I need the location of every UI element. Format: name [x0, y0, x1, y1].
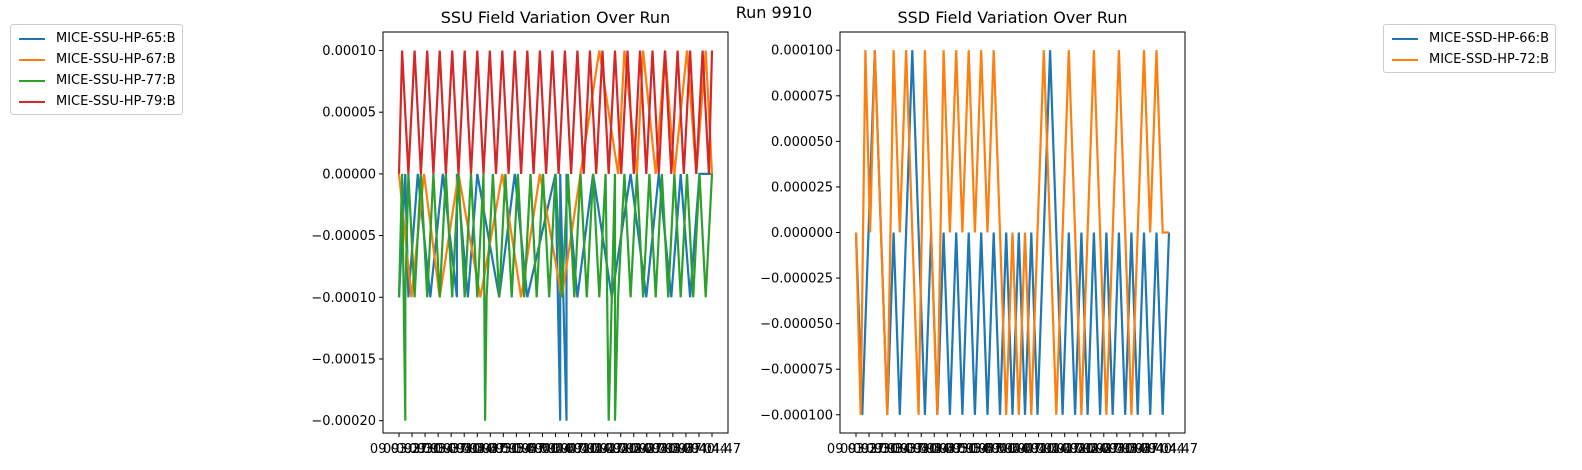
x-tick-label: 09 04:47 — [683, 442, 741, 457]
chart-title: SSD Field Variation Over Run — [897, 8, 1127, 27]
x-tick-label: 09 03:44 — [892, 442, 950, 457]
x-tick-label: 09 03:27 — [370, 442, 428, 457]
x-tick-label: 09 03:37 — [866, 442, 924, 457]
ssu-legend: MICE-SSU-HP-65:B MICE-SSU-HP-67:B MICE-SSU… — [10, 24, 183, 115]
legend-entry: MICE-SSD-HP-66:B — [1392, 28, 1549, 49]
legend-entry: MICE-SSD-HP-72:B — [1392, 49, 1549, 70]
series-line-2 — [397, 173, 714, 421]
series-line-1 — [854, 50, 1169, 415]
x-tick-label: 09 04:34 — [631, 442, 689, 457]
x-tick-label: 09 04:24 — [592, 442, 650, 457]
x-tick-label: 09 04:20 — [579, 442, 637, 457]
x-tick-label: 09 04:27 — [1062, 442, 1120, 457]
x-tick-label: 09 04:10 — [539, 442, 597, 457]
y-tick-label: −0.00020 — [311, 414, 376, 429]
legend-entry: MICE-SSU-HP-67:B — [19, 49, 176, 70]
legend-label: MICE-SSU-HP-79:B — [56, 94, 176, 109]
x-tick-label: 09 04:47 — [1140, 442, 1198, 457]
x-tick-label: 09 03:50 — [461, 442, 519, 457]
x-tick-label: 09 04:00 — [500, 442, 558, 457]
y-tick-label: 0.000075 — [771, 89, 833, 104]
y-tick-label: 0.000025 — [771, 180, 833, 195]
x-tick-label: 09 04:17 — [566, 442, 624, 457]
y-tick-label: −0.00005 — [311, 229, 376, 244]
y-tick-label: 0.000050 — [771, 135, 833, 150]
x-tick-label: 09 03:27 — [827, 442, 885, 457]
x-tick-label: 09 03:34 — [396, 442, 454, 457]
x-tick-label: 09 04:27 — [605, 442, 663, 457]
y-tick-label: −0.00010 — [311, 291, 376, 306]
x-tick-label: 09 04:07 — [983, 442, 1041, 457]
legend-swatch — [19, 37, 45, 40]
x-tick-label: 09 03:54 — [931, 442, 989, 457]
legend-swatch — [19, 79, 45, 82]
x-tick-label: 09 04:14 — [553, 442, 611, 457]
series-line-0 — [854, 50, 1171, 415]
y-tick-label: 0.000100 — [771, 44, 833, 59]
x-tick-label: 09 03:40 — [422, 442, 480, 457]
x-tick-label: 09 03:54 — [474, 442, 532, 457]
y-tick-label: −0.000050 — [760, 317, 833, 332]
x-tick-label: 09 03:40 — [879, 442, 937, 457]
x-tick-label: 09 04:40 — [657, 442, 715, 457]
y-tick-label: 0.000000 — [771, 226, 833, 241]
x-tick-label: 09 04:37 — [644, 442, 702, 457]
x-tick-label: 09 03:34 — [853, 442, 911, 457]
y-tick-label: −0.00015 — [311, 352, 376, 367]
x-tick-label: 09 03:30 — [840, 442, 898, 457]
legend-label: MICE-SSU-HP-67:B — [56, 52, 176, 67]
legend-swatch — [1392, 37, 1418, 40]
x-tick-label: 09 03:37 — [409, 442, 467, 457]
ssd-legend: MICE-SSD-HP-66:B MICE-SSD-HP-72:B — [1383, 24, 1557, 73]
y-tick-label: −0.000025 — [760, 272, 833, 287]
x-tick-label: 09 03:57 — [944, 442, 1002, 457]
x-tick-label: 09 04:44 — [1127, 442, 1185, 457]
x-tick-label: 09 04:00 — [957, 442, 1015, 457]
figure-suptitle: Run 9910 — [735, 3, 813, 22]
x-tick-label: 09 04:10 — [996, 442, 1054, 457]
ssu-chart: SSU Field Variation Over Run 0.00010 0.000… — [311, 8, 741, 457]
series-line-3 — [397, 50, 714, 174]
legend-swatch — [1392, 58, 1418, 61]
x-tick-label: 09 03:47 — [448, 442, 506, 457]
x-tick-label: 09 04:20 — [1036, 442, 1094, 457]
legend-entry: MICE-SSU-HP-65:B — [19, 28, 176, 49]
legend-entry: MICE-SSU-HP-79:B — [19, 91, 176, 112]
x-tick-label: 09 03:57 — [487, 442, 545, 457]
series-line-0 — [397, 172, 712, 421]
legend-swatch — [19, 100, 45, 103]
legend-swatch — [19, 58, 45, 61]
x-tick-label: 09 03:47 — [905, 442, 963, 457]
series-line-1 — [397, 50, 714, 298]
x-tick-label: 09 04:24 — [1049, 442, 1107, 457]
y-tick-label: −0.000075 — [760, 363, 833, 378]
x-tick-label: 09 04:17 — [1023, 442, 1081, 457]
x-tick-label: 09 04:37 — [1101, 442, 1159, 457]
x-tick-label: 09 04:30 — [1075, 442, 1133, 457]
legend-label: MICE-SSD-HP-66:B — [1429, 31, 1550, 46]
x-tick-label: 09 03:44 — [435, 442, 493, 457]
x-tick-label: 09 04:40 — [1114, 442, 1172, 457]
x-tick-label: 09 04:04 — [513, 442, 571, 457]
legend-label: MICE-SSD-HP-72:B — [1429, 52, 1550, 67]
y-tick-label: −0.000100 — [760, 408, 833, 423]
ssd-chart: SSD Field Variation Over Run 0.000100 0.00… — [760, 8, 1198, 457]
x-tick-label: 09 04:34 — [1088, 442, 1146, 457]
x-tick-label: 09 04:30 — [618, 442, 676, 457]
y-tick-label: 0.00005 — [322, 106, 376, 121]
x-tick-label: 09 04:44 — [670, 442, 728, 457]
y-tick-label: 0.00010 — [322, 44, 376, 59]
x-tick-label: 09 04:14 — [1010, 442, 1068, 457]
y-tick-label: 0.00000 — [322, 167, 376, 182]
x-tick-label: 09 04:04 — [970, 442, 1028, 457]
x-tick-label: 09 03:30 — [383, 442, 441, 457]
x-tick-label: 09 04:07 — [526, 442, 584, 457]
legend-entry: MICE-SSU-HP-77:B — [19, 70, 176, 91]
x-tick-label: 09 03:50 — [918, 442, 976, 457]
legend-label: MICE-SSU-HP-77:B — [56, 73, 176, 88]
chart-title: SSU Field Variation Over Run — [441, 8, 670, 27]
legend-label: MICE-SSU-HP-65:B — [56, 31, 176, 46]
